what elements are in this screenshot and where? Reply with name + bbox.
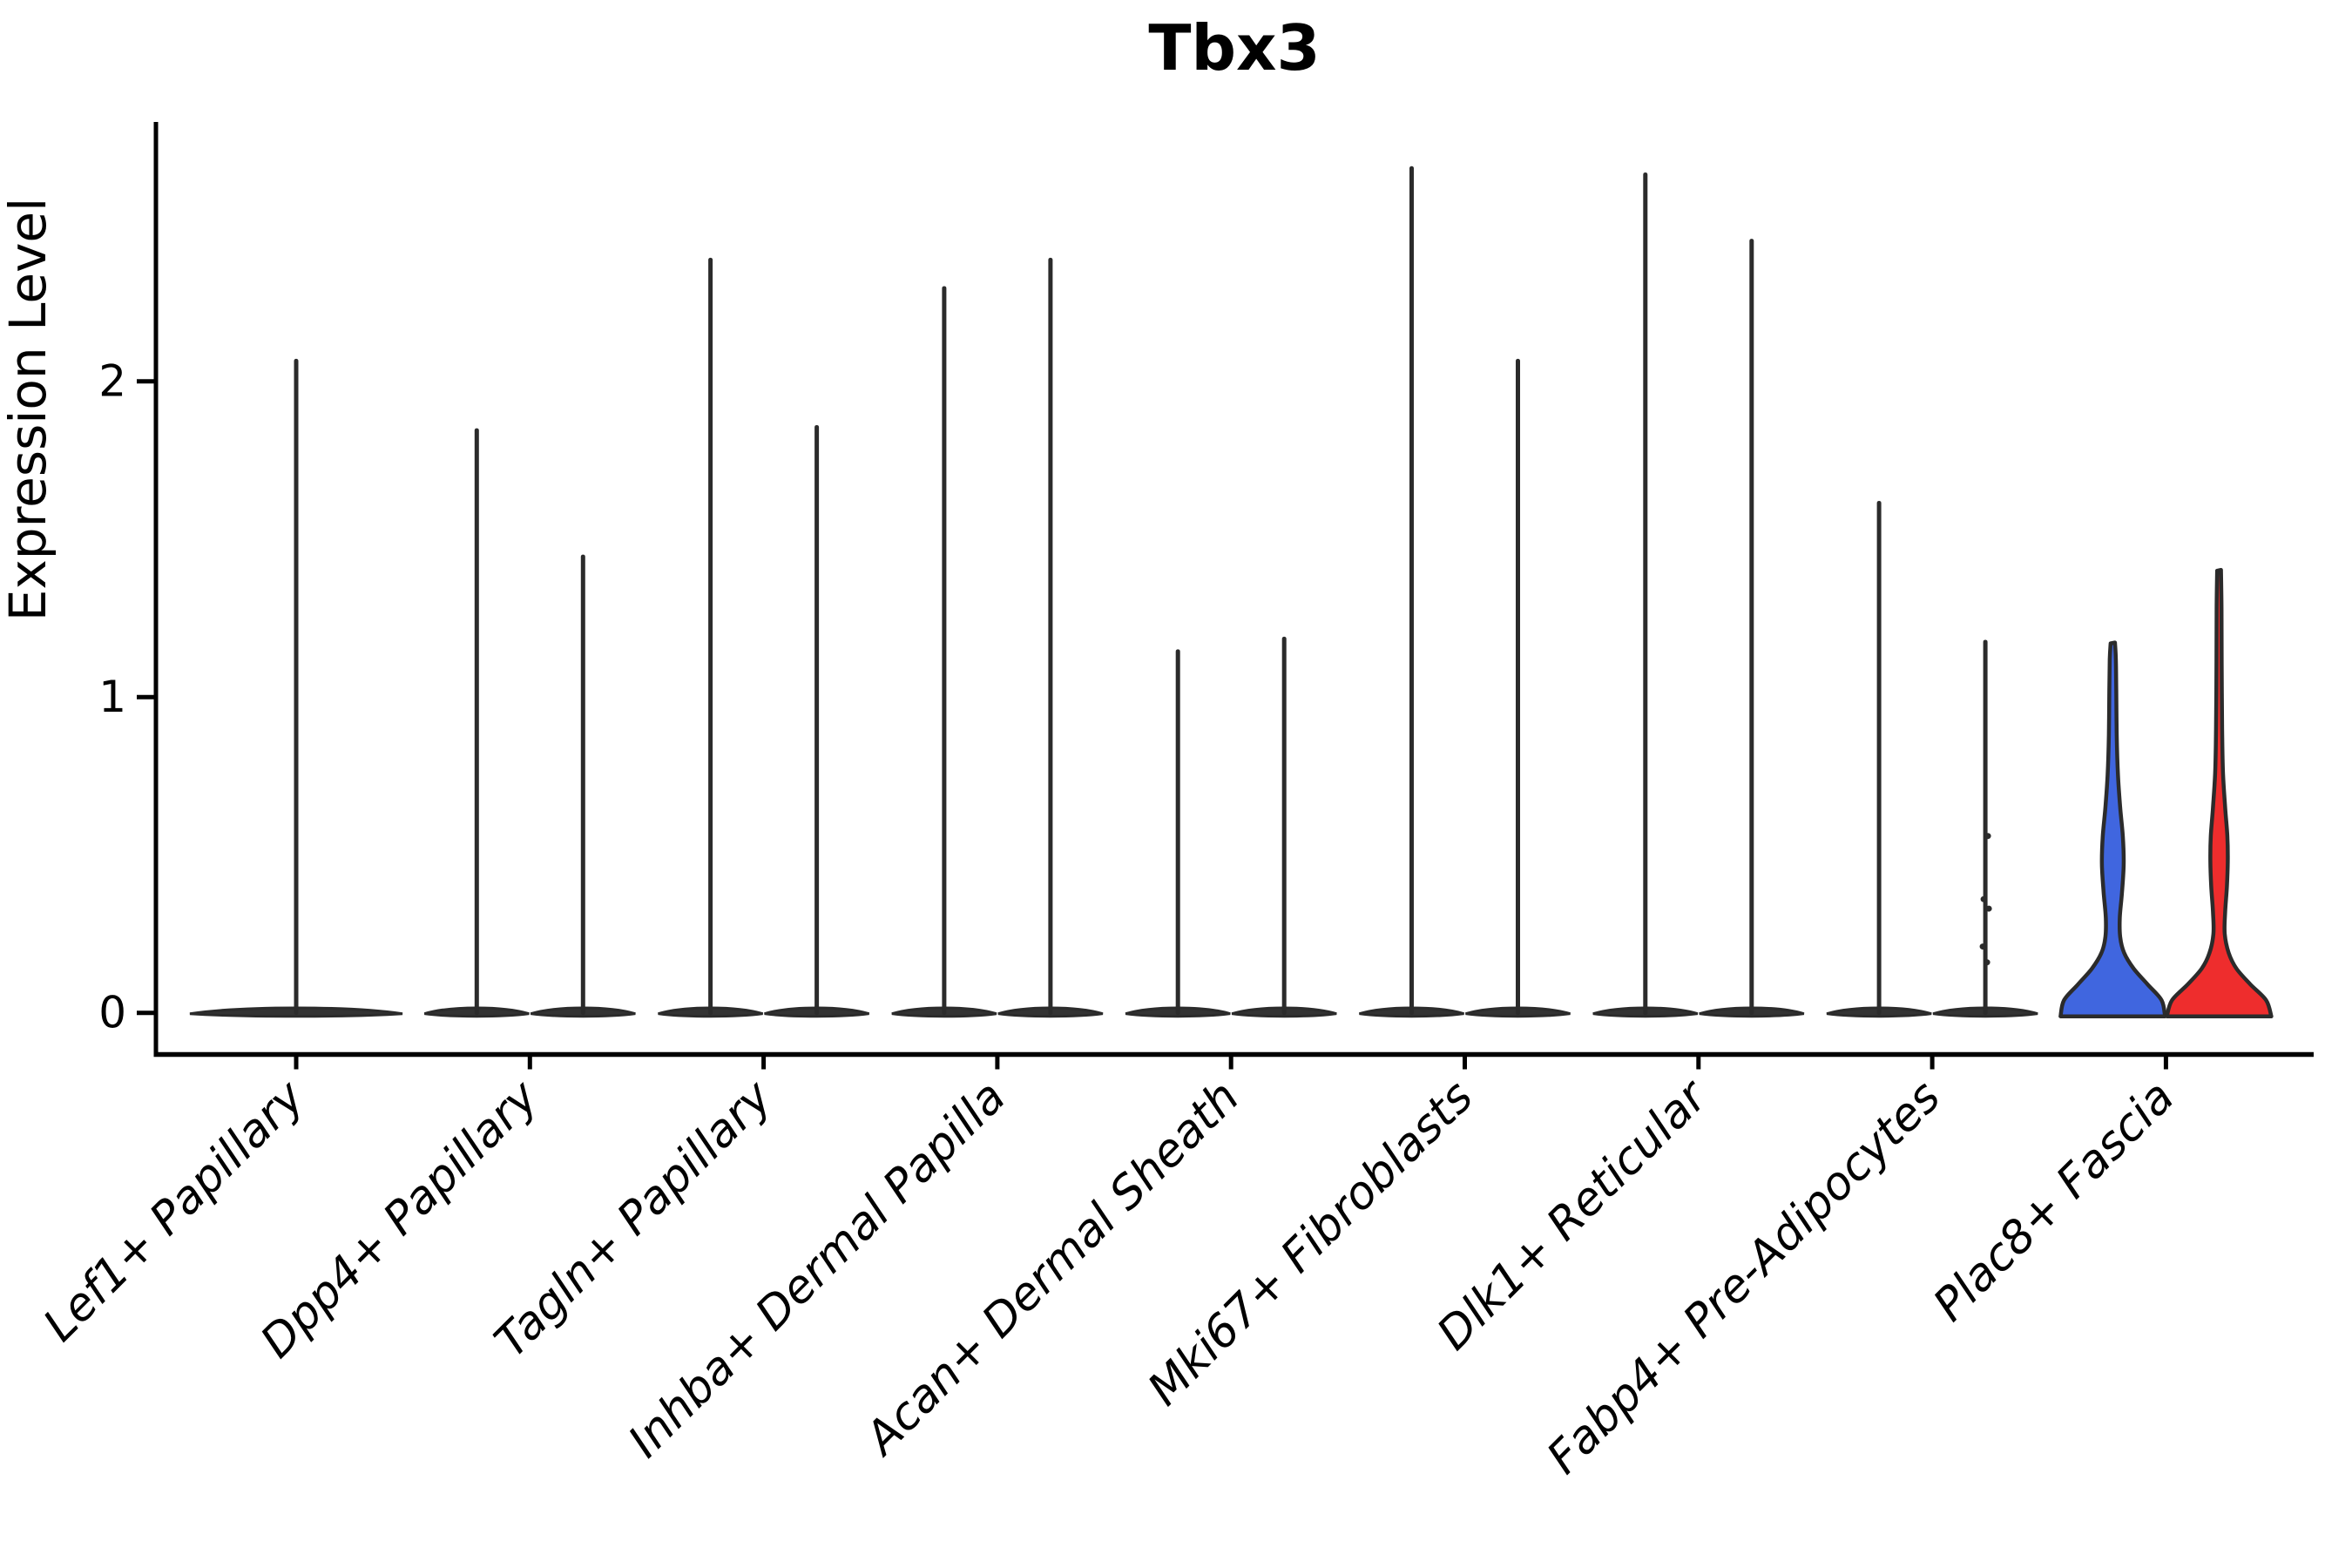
x-tick-label: Inhba+ Dermal Papilla — [618, 1071, 1016, 1468]
x-tick-label: Acan+ Dermal Sheath — [854, 1071, 1249, 1466]
violin-body-filled — [2165, 567, 2274, 1018]
cell-point — [1980, 896, 1987, 902]
x-tick-label: Fabp4+ Pre-Adipocytes — [1538, 1071, 1951, 1484]
cell-point — [1985, 905, 1992, 912]
violin-body-filled — [2058, 640, 2167, 1018]
cell-point — [1984, 959, 1990, 966]
x-tick-label: Plac8+ Fascia — [1923, 1071, 2184, 1331]
y-tick-label: 1 — [98, 672, 126, 722]
y-tick-label: 0 — [98, 988, 126, 1038]
cell-point — [1979, 943, 1986, 950]
chart-title: Tbx3 — [1148, 11, 1320, 84]
y-tick-label: 2 — [98, 356, 126, 407]
cell-point — [1984, 833, 1991, 840]
y-axis-title: Expression Level — [0, 198, 57, 621]
